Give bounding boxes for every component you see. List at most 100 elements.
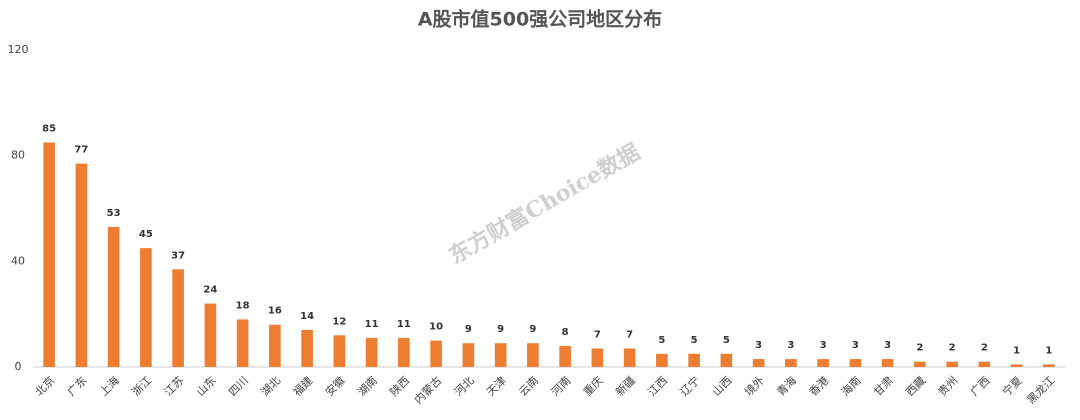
- value-label: 14: [300, 311, 314, 322]
- value-label: 1: [1013, 345, 1020, 356]
- x-tick-label: 四川: [226, 374, 251, 399]
- bar: [75, 163, 88, 367]
- x-tick-label: 辽宁: [677, 373, 702, 398]
- value-label: 2: [916, 343, 923, 354]
- bar: [236, 319, 249, 367]
- bar: [398, 337, 410, 367]
- x-tick-label: 湖北: [258, 374, 283, 399]
- bar: [752, 359, 765, 367]
- value-label: 53: [107, 208, 121, 219]
- bar: [591, 348, 604, 367]
- x-tick-label: 江苏: [162, 374, 187, 399]
- bar: [140, 248, 152, 367]
- value-label: 3: [884, 340, 891, 351]
- bar: [946, 361, 958, 367]
- value-label: 10: [429, 322, 443, 333]
- value-label: 11: [397, 319, 411, 330]
- bar: [527, 343, 539, 367]
- watermark: 东方财富Choice数据: [444, 139, 644, 269]
- value-label: 3: [787, 340, 794, 351]
- x-tick-label: 海南: [838, 373, 863, 398]
- bar: [656, 353, 668, 367]
- bar: [172, 269, 184, 367]
- bar: [1043, 364, 1055, 367]
- x-tick-label: 北京: [32, 373, 57, 398]
- x-tick-label: 河北: [452, 374, 477, 399]
- value-label: 3: [755, 340, 762, 351]
- y-tick-label: 80: [11, 149, 25, 162]
- bar: [43, 142, 55, 367]
- x-tick-label: 新疆: [612, 373, 637, 398]
- value-label: 24: [203, 285, 217, 296]
- value-label: 1: [1045, 345, 1052, 356]
- x-tick-label: 天津: [484, 374, 509, 399]
- bar: [107, 226, 120, 367]
- value-label: 3: [820, 340, 827, 351]
- bar: [462, 343, 475, 367]
- value-label: 11: [365, 319, 379, 330]
- value-label: 12: [332, 316, 346, 327]
- x-tick-label: 安徽: [322, 373, 347, 398]
- value-label: 8: [562, 327, 569, 338]
- value-label: 3: [852, 340, 859, 351]
- bar: [494, 343, 507, 367]
- x-tick-label: 上海: [96, 373, 121, 398]
- bar: [914, 361, 926, 367]
- x-tick-label: 浙江: [129, 374, 154, 399]
- bar: [430, 340, 442, 367]
- value-label: 16: [268, 306, 282, 317]
- value-label: 9: [465, 324, 472, 335]
- value-label: 2: [981, 343, 988, 354]
- bar: [881, 359, 894, 367]
- bar: [623, 348, 636, 367]
- bar: [978, 361, 991, 367]
- value-label: 45: [139, 229, 153, 240]
- x-tick-label: 山东: [194, 374, 219, 399]
- bar: [785, 359, 797, 367]
- x-tick-label: 宁夏: [999, 373, 1024, 398]
- x-tick-label: 香港: [807, 374, 832, 399]
- x-tick-label: 河南: [549, 374, 574, 399]
- bar: [365, 337, 378, 367]
- x-tick-label: 甘肃: [871, 374, 896, 399]
- value-label: 5: [723, 335, 730, 346]
- value-label: 37: [171, 250, 185, 261]
- y-tick-label: 120: [8, 43, 29, 56]
- x-tick-label: 重庆: [580, 373, 605, 398]
- bar: [333, 335, 346, 367]
- x-tick-label: 境外: [741, 373, 766, 398]
- x-tick-label: 内蒙古: [411, 373, 444, 406]
- value-label: 5: [658, 335, 665, 346]
- bar: [688, 353, 700, 367]
- x-tick-label: 贵州: [936, 374, 961, 399]
- bar: [559, 345, 571, 367]
- x-tick-label: 西藏: [903, 374, 928, 399]
- x-tick-label: 陕西: [387, 373, 412, 398]
- x-tick-label: 广东: [65, 374, 90, 399]
- bar: [1010, 364, 1023, 367]
- value-label: 77: [74, 145, 88, 156]
- x-tick-label: 湖南: [355, 374, 380, 399]
- bar: [269, 324, 281, 367]
- x-tick-label: 山西: [710, 374, 735, 399]
- value-label: 7: [626, 330, 633, 341]
- x-tick-label: 黑龙江: [1025, 374, 1058, 407]
- value-label: 5: [691, 335, 698, 346]
- y-tick-label: 0: [15, 360, 22, 373]
- value-label: 9: [497, 324, 504, 335]
- bar: [204, 303, 217, 367]
- value-label: 2: [949, 343, 956, 354]
- x-tick-label: 江西: [645, 374, 670, 399]
- y-tick-label: 40: [11, 254, 25, 267]
- value-label: 9: [529, 324, 536, 335]
- value-label: 85: [42, 123, 56, 134]
- value-label: 18: [236, 300, 250, 311]
- x-tick-label: 青海: [774, 373, 799, 398]
- bar: [817, 359, 829, 367]
- bar: [301, 330, 313, 367]
- x-tick-label: 云南: [516, 374, 541, 399]
- chart-title: A股市值500强公司地区分布: [418, 8, 662, 31]
- bar: [720, 353, 733, 367]
- x-tick-label: 广西: [968, 374, 993, 399]
